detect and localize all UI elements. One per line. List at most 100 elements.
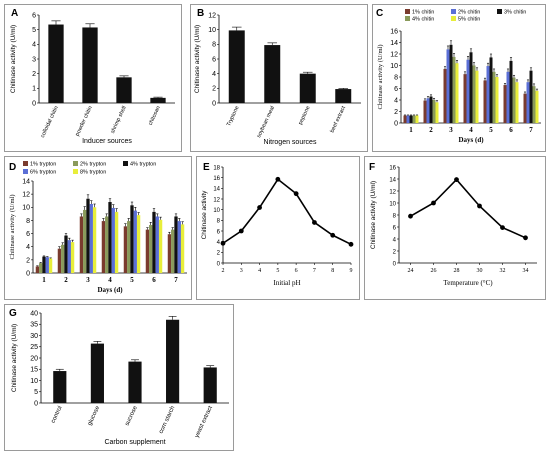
x-tick-label: 30 bbox=[477, 268, 483, 274]
x-tick-label: 26 bbox=[431, 268, 437, 274]
bar bbox=[150, 97, 166, 103]
y-tick-label: 14 bbox=[389, 177, 396, 183]
bar bbox=[526, 82, 530, 123]
legend-swatch bbox=[123, 161, 128, 166]
bar bbox=[116, 77, 132, 103]
y-tick-label: 14 bbox=[213, 187, 220, 193]
bar bbox=[152, 211, 156, 273]
legend-label: 1% trypton bbox=[30, 162, 56, 168]
y-tick-label: 10 bbox=[30, 378, 38, 385]
bar bbox=[133, 210, 137, 273]
y-tick-label: 0 bbox=[393, 261, 397, 267]
y-tick-label: 16 bbox=[389, 165, 396, 171]
y-tick-label: 16 bbox=[213, 176, 220, 182]
bar bbox=[483, 80, 487, 123]
y-tick-label: 14 bbox=[390, 40, 398, 47]
panel-letter: G bbox=[9, 308, 17, 319]
category-label: 4 bbox=[108, 276, 112, 284]
bar bbox=[67, 240, 71, 273]
x-tick-label: 2 bbox=[222, 268, 225, 274]
bar bbox=[128, 361, 142, 403]
category-label: 3 bbox=[449, 126, 453, 134]
panel-letter: F bbox=[369, 162, 375, 173]
legend-swatch bbox=[73, 169, 78, 174]
x-tick-label: 32 bbox=[500, 268, 506, 274]
data-point bbox=[408, 213, 413, 219]
bar bbox=[203, 367, 217, 403]
y-tick-label: 10 bbox=[390, 63, 398, 70]
category-label: control bbox=[51, 405, 64, 424]
y-tick-label: 12 bbox=[389, 189, 396, 195]
y-tick-label: 8 bbox=[393, 213, 397, 219]
data-point bbox=[293, 191, 299, 197]
category-label: 1 bbox=[409, 126, 413, 134]
y-tick-label: 4 bbox=[32, 42, 36, 49]
category-label: colloidal chitin bbox=[40, 105, 60, 139]
panel-a: 0 1 2 3 4 5 6 Chitinase activity (U/ml) colloida… bbox=[4, 4, 182, 152]
y-tick-label: 12 bbox=[390, 51, 398, 58]
category-label: 2 bbox=[429, 126, 433, 134]
x-tick-label: 34 bbox=[523, 268, 529, 274]
panel-letter: A bbox=[11, 8, 18, 19]
bar bbox=[532, 86, 536, 123]
y-tick-label: 5 bbox=[34, 389, 38, 396]
bar bbox=[136, 215, 141, 273]
bar bbox=[114, 211, 119, 273]
panel-e: 0 2 4 6 8 10 12 14 16 18 Chitinase activity 2 3 4 5 6 7 8… bbox=[196, 156, 360, 300]
y-tick-label: 6 bbox=[212, 56, 216, 63]
category-label: 6 bbox=[509, 126, 513, 134]
y-tick-label: 8 bbox=[217, 219, 221, 225]
bar bbox=[48, 258, 53, 273]
y-axis-label: Chitinase activity (U/ml) bbox=[11, 324, 18, 392]
data-point bbox=[500, 225, 505, 230]
bar bbox=[171, 229, 175, 273]
bar bbox=[177, 221, 181, 273]
legend-swatch bbox=[73, 161, 78, 166]
y-axis-label: Chitinase activity (U/ml) bbox=[9, 195, 16, 260]
bar bbox=[446, 49, 450, 123]
y-tick-label: 6 bbox=[394, 86, 398, 93]
category-label: 3 bbox=[86, 276, 90, 284]
legend-label: 2% trypton bbox=[80, 162, 106, 168]
y-tick-label: 10 bbox=[208, 27, 216, 34]
bar bbox=[90, 343, 104, 403]
bar bbox=[435, 102, 439, 123]
bar bbox=[535, 90, 539, 123]
data-point bbox=[257, 205, 262, 210]
x-axis-label: Nitrogen sources bbox=[264, 139, 317, 146]
y-tick-label: 2 bbox=[217, 251, 221, 257]
bar bbox=[432, 100, 436, 123]
data-point bbox=[312, 220, 317, 225]
bar bbox=[426, 98, 430, 123]
bar bbox=[228, 30, 245, 103]
bar bbox=[523, 93, 527, 123]
y-tick-label: 5 bbox=[32, 27, 36, 34]
bar bbox=[503, 85, 507, 123]
legend-swatch bbox=[405, 9, 410, 14]
panel-letter: C bbox=[376, 8, 383, 19]
legend-label: 2% chitin bbox=[458, 10, 480, 16]
data-point bbox=[348, 241, 354, 247]
bar bbox=[466, 59, 470, 123]
panel-letter: D bbox=[9, 162, 16, 173]
bar bbox=[299, 73, 316, 103]
bar bbox=[415, 115, 419, 123]
y-tick-label: 25 bbox=[30, 344, 38, 351]
y-tick-label: 10 bbox=[213, 208, 220, 214]
bar bbox=[39, 263, 43, 273]
y-axis-label: Chitinase activity (U/ml) bbox=[10, 25, 17, 93]
panel-g: 0 5 10 15 20 25 30 35 40 Chitinase activity (U/ml… bbox=[4, 304, 234, 451]
legend-swatch bbox=[23, 161, 28, 166]
bar bbox=[512, 77, 516, 123]
bar bbox=[145, 229, 150, 273]
legend-swatch bbox=[23, 169, 28, 174]
y-tick-label: 6 bbox=[393, 225, 397, 231]
bar bbox=[57, 248, 62, 273]
y-axis-label: Chitinase activity bbox=[201, 190, 208, 240]
data-point bbox=[330, 232, 336, 238]
y-tick-label: 0 bbox=[32, 100, 36, 107]
panel-b: 0 2 4 6 8 10 12 Chitinase activity (U/ml) Trypto… bbox=[190, 4, 368, 152]
x-tick-label: 6 bbox=[295, 268, 298, 274]
category-label: 6 bbox=[152, 276, 156, 284]
